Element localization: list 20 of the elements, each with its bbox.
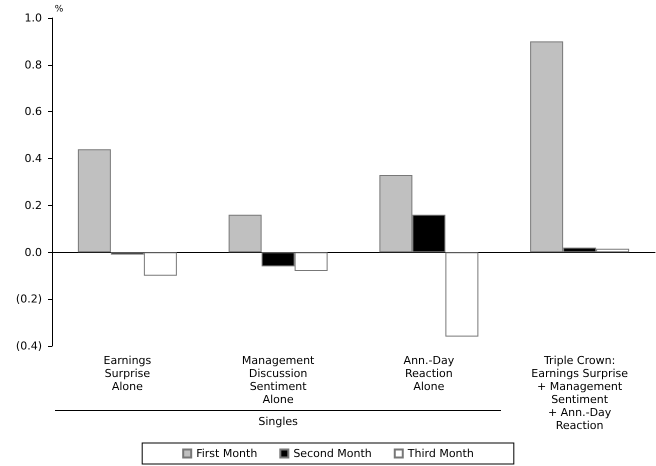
bar: [228, 214, 262, 252]
y-tick-label: 0.2: [24, 198, 42, 212]
y-axis-title: %: [54, 4, 64, 14]
bar: [78, 149, 111, 252]
text: Singles: [257, 415, 299, 428]
y-tick-label: 0.6: [24, 105, 42, 118]
y-tick-label: 0.4: [24, 152, 42, 166]
y-tick-label: (0.2): [16, 292, 42, 306]
bar: [445, 252, 478, 337]
y-tick-label: 0.8: [24, 58, 42, 72]
legend-label: Third Month: [406, 447, 474, 460]
legend-label: Second Month: [293, 447, 372, 460]
y-tick-label: 1.0: [24, 12, 42, 24]
legend-label: First Month: [196, 447, 258, 460]
x-tick-label: Earnings Surprise Alone: [104, 354, 152, 393]
x-tick-label: Management Discussion Sentiment Alone: [242, 354, 316, 406]
y-tick-label: (0.4): [16, 340, 42, 352]
x-tick-label: Triple Crown: Earnings Surprise + Management Sentiment + Ann.-Day Reaction: [531, 354, 628, 432]
x-tick-label: Ann.-Day Reaction Alone: [404, 354, 455, 393]
y-tick-label: 0.0: [24, 246, 42, 259]
